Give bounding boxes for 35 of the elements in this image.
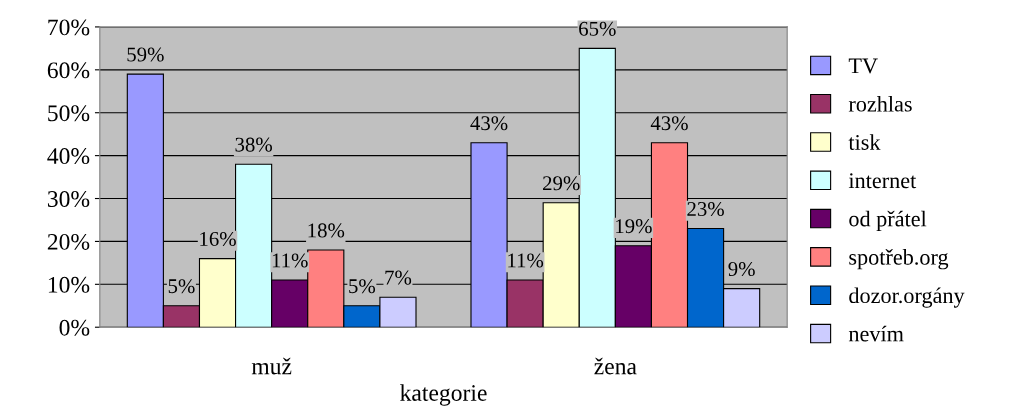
data-label: 38% <box>235 137 272 152</box>
x-tick-label: žena <box>594 357 637 375</box>
legend-label: internet <box>848 173 917 189</box>
y-tick-label: 40% <box>47 148 90 165</box>
y-tick-label: 20% <box>47 233 90 250</box>
y-tick-label: 0% <box>59 319 90 336</box>
data-label: 29% <box>543 176 580 191</box>
data-label: 65% <box>579 21 616 36</box>
legend-label: tisk <box>848 134 881 150</box>
data-label: 5% <box>168 279 195 294</box>
data-label: 11% <box>272 253 308 268</box>
y-tick-label: 50% <box>48 105 90 122</box>
data-label: 18% <box>308 223 345 238</box>
data-label: 9% <box>728 261 755 277</box>
data-label: 43% <box>470 116 508 131</box>
y-tick-label: 60% <box>47 62 90 79</box>
legend-label: TV <box>848 58 878 74</box>
data-label: 59% <box>127 47 164 62</box>
data-label: 16% <box>200 231 236 247</box>
legend-label: rozhlas <box>848 95 912 112</box>
data-label: 11% <box>508 253 544 268</box>
data-label: 43% <box>650 116 688 131</box>
x-tick-label: muž <box>251 357 292 375</box>
data-label: 7% <box>385 270 412 285</box>
data-label: 19% <box>616 219 652 234</box>
legend-label: dozor.orgány <box>849 287 965 308</box>
data-label: 23% <box>687 201 724 217</box>
y-tick-label: 10% <box>48 276 90 293</box>
legend-label: spotřeb.org <box>849 249 949 270</box>
legend-label: od přátel <box>849 210 927 231</box>
data-label: 5% <box>349 279 376 294</box>
y-tick-label: 70% <box>48 19 90 36</box>
x-axis-title: kategorie <box>400 384 487 406</box>
y-tick-label: 30% <box>47 191 90 208</box>
legend-label: nevím <box>848 325 904 342</box>
